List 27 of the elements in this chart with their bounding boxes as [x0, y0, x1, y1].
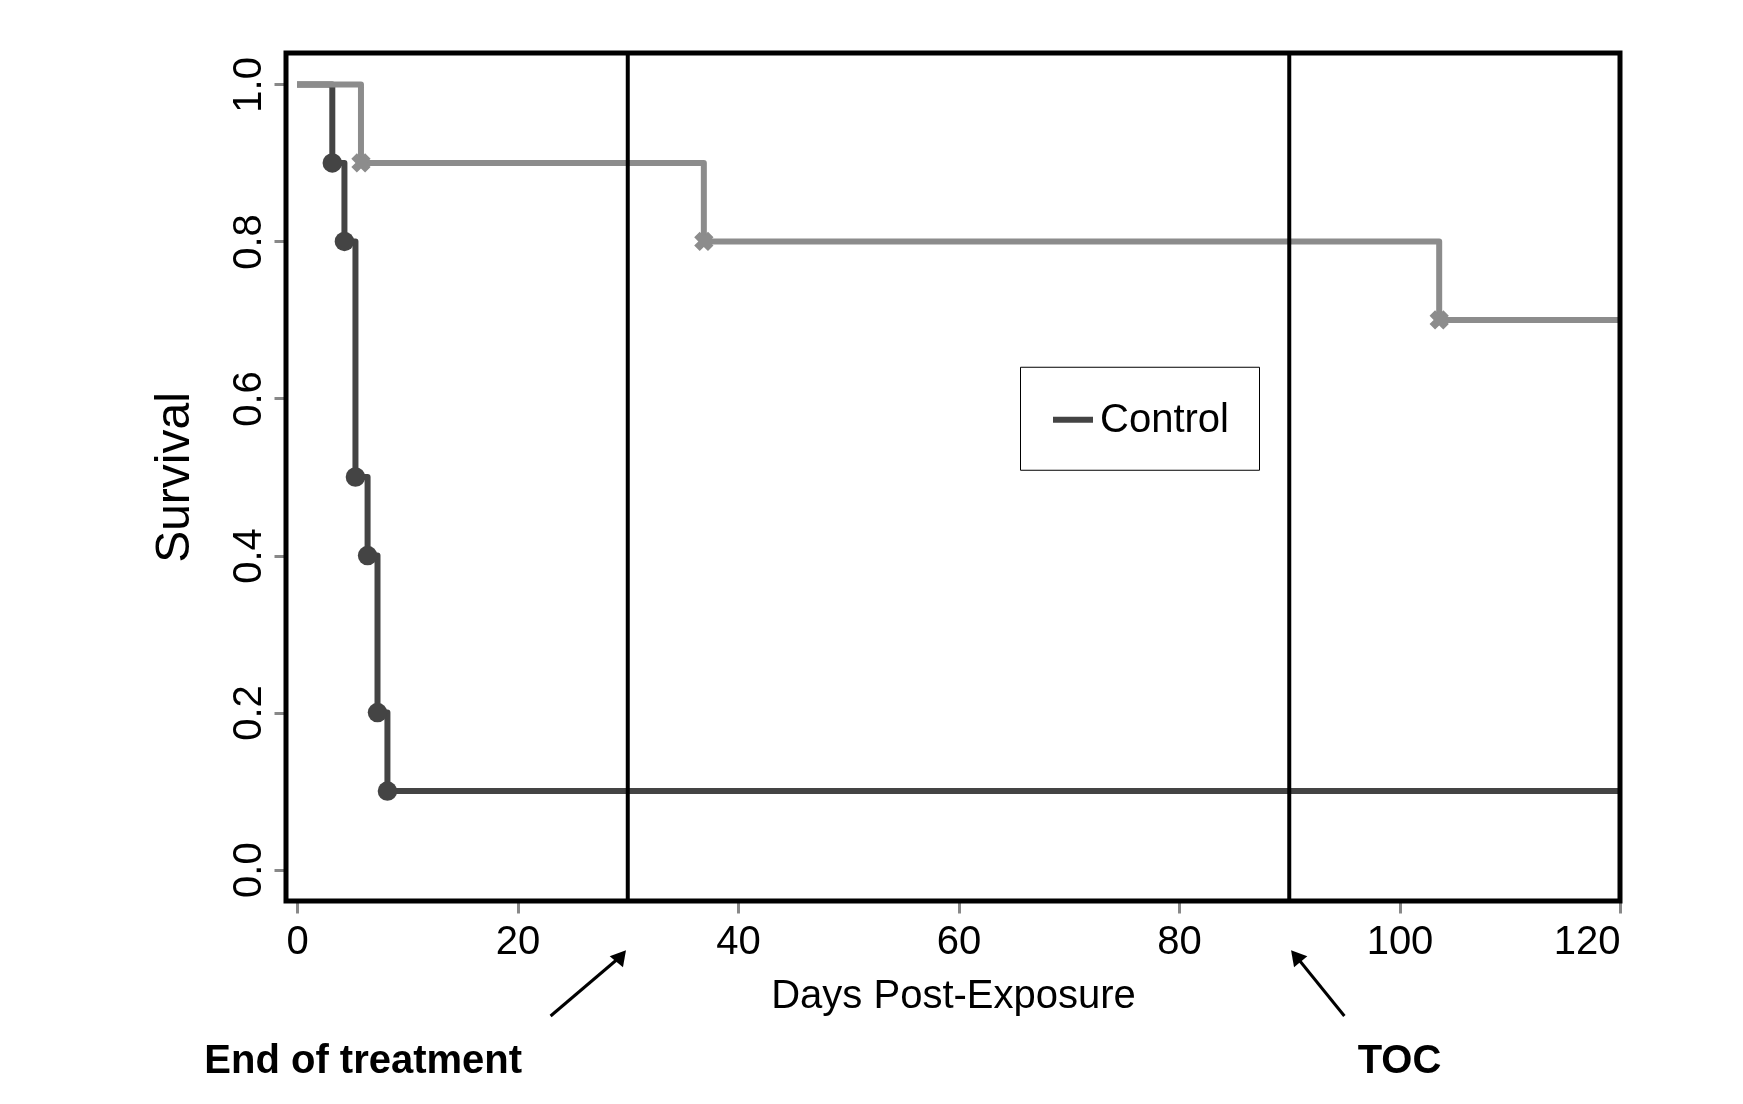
y-tick-label: 1.0	[224, 57, 269, 113]
x-tick-label: 120	[1553, 917, 1621, 962]
y-tick-label: 0.8	[224, 214, 269, 270]
text: TOC	[1357, 1037, 1442, 1081]
x-tick-label: 60	[936, 917, 982, 962]
text: End of treatment	[204, 1037, 523, 1081]
point	[1429, 310, 1449, 330]
x-axis-title: Days Post-Exposure	[771, 971, 1136, 1016]
point	[694, 231, 714, 252]
x-tick-label: 20	[495, 917, 541, 962]
legend-label: Control	[1100, 395, 1229, 440]
y-tick-label: 0.6	[224, 371, 269, 427]
point	[367, 702, 388, 723]
x-tick-label: 80	[1157, 917, 1202, 962]
point	[357, 545, 378, 566]
x-tick-label: 0	[286, 917, 309, 962]
y-tick-label: 0.4	[224, 528, 269, 584]
y-tick-label: 0.2	[224, 685, 269, 741]
x-tick-label: 100	[1366, 917, 1434, 962]
point	[351, 153, 371, 173]
point	[322, 153, 343, 173]
point	[377, 781, 398, 801]
point	[334, 231, 355, 252]
x-tick-label: 40	[716, 917, 761, 962]
point	[345, 467, 366, 487]
y-axis-title: Survival	[145, 392, 199, 563]
y-tick-label: 0.0	[224, 842, 269, 898]
